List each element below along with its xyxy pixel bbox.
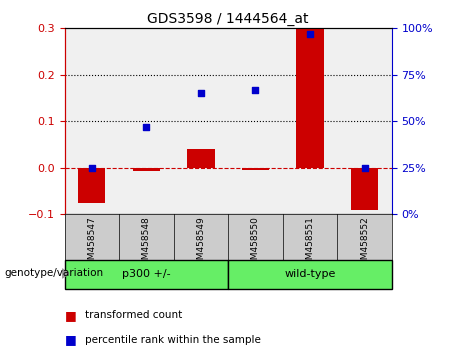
Point — [361, 165, 368, 171]
Bar — [65, 260, 228, 289]
Bar — [78, 168, 106, 202]
Title: GDS3598 / 1444564_at: GDS3598 / 1444564_at — [148, 12, 309, 26]
Text: ■: ■ — [65, 309, 76, 321]
Point — [88, 165, 95, 171]
Text: GSM458550: GSM458550 — [251, 216, 260, 272]
Text: wild-type: wild-type — [284, 269, 336, 279]
Bar — [351, 168, 378, 210]
Text: ■: ■ — [65, 333, 76, 346]
Text: percentile rank within the sample: percentile rank within the sample — [85, 335, 261, 345]
Text: transformed count: transformed count — [85, 310, 183, 320]
Bar — [133, 168, 160, 171]
Bar — [228, 260, 392, 289]
Point — [142, 124, 150, 130]
Text: GSM458547: GSM458547 — [87, 216, 96, 271]
Bar — [296, 29, 324, 168]
Text: GSM458551: GSM458551 — [306, 216, 314, 272]
Point — [306, 31, 313, 37]
Text: GSM458548: GSM458548 — [142, 216, 151, 271]
Text: p300 +/-: p300 +/- — [122, 269, 171, 279]
Polygon shape — [62, 269, 69, 278]
Text: GSM458552: GSM458552 — [360, 216, 369, 271]
Point — [197, 91, 205, 96]
Text: genotype/variation: genotype/variation — [5, 268, 104, 278]
Text: GSM458549: GSM458549 — [196, 216, 206, 271]
Bar — [187, 149, 214, 168]
Bar — [242, 168, 269, 170]
Point — [252, 87, 259, 92]
